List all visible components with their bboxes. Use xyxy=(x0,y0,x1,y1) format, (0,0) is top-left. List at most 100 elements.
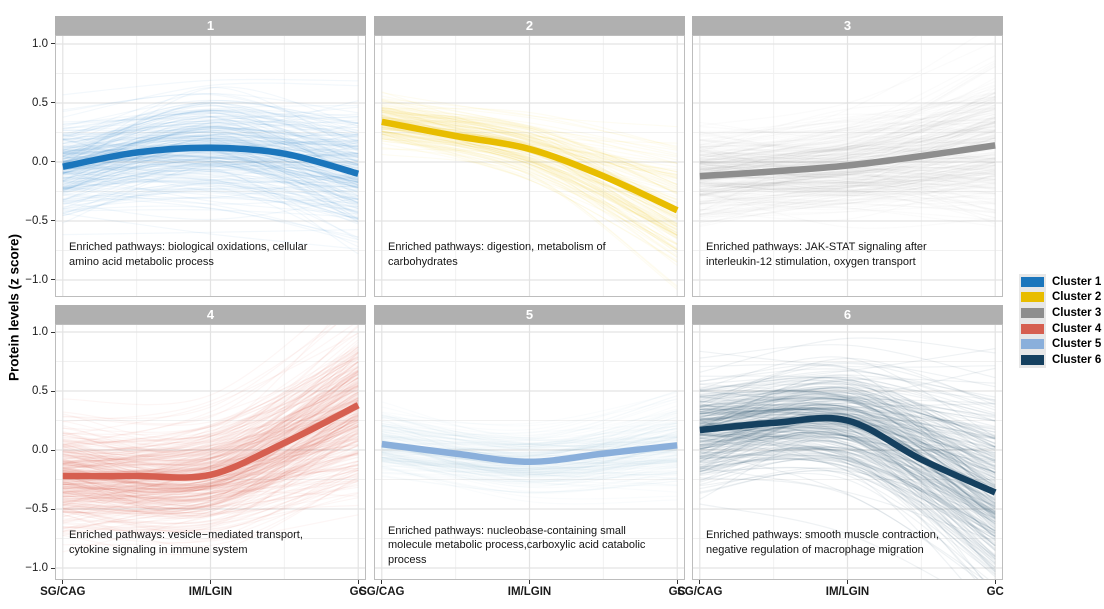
legend-label: Cluster 1 xyxy=(1052,275,1102,288)
x-tick-label: SG/CAG xyxy=(40,586,86,598)
y-tick-mark xyxy=(51,390,55,392)
x-tick-label: GC xyxy=(986,586,1004,598)
cluster-5-mean-line xyxy=(381,440,678,466)
y-tick-mark xyxy=(51,220,55,222)
y-tick-label: −1.0 xyxy=(25,273,48,286)
y-tick-mark xyxy=(51,331,55,333)
enriched-pathways-annotation: Enriched pathways: biological oxidations… xyxy=(69,241,308,268)
x-tick-label: IM/LGIN xyxy=(825,586,870,598)
legend: Cluster 1 Cluster 2 Cluster 3 Cluster 4 Clus… xyxy=(1019,274,1101,368)
x-tick-mark xyxy=(529,580,530,584)
legend-entry: Cluster 1 xyxy=(1019,274,1101,290)
x-tick-mark xyxy=(994,580,996,584)
cluster-6-mean-line xyxy=(699,414,997,496)
x-tick-label: IM/LGIN xyxy=(507,586,552,598)
x-tick-label: SG/CAG xyxy=(677,586,723,598)
cluster-2-spaghetti-plot xyxy=(375,36,684,296)
panel-strip: 6 xyxy=(692,305,1003,324)
x-tick-mark xyxy=(699,580,701,584)
legend-key xyxy=(1019,351,1046,368)
y-tick-mark xyxy=(51,449,55,451)
legend-entry: Cluster 4 xyxy=(1019,320,1102,337)
facet-panel-6: 6 Enriched pathways: smooth muscle contra… xyxy=(692,305,1003,580)
legend-label: Cluster 2 xyxy=(1052,291,1102,304)
legend-label: Cluster 5 xyxy=(1052,338,1102,351)
y-tick-mark xyxy=(51,567,55,569)
legend-key xyxy=(1019,336,1046,352)
y-tick-mark xyxy=(51,43,55,45)
panel-strip: 1 xyxy=(55,16,366,35)
legend-color-swatch xyxy=(1021,276,1044,287)
legend-key xyxy=(1019,289,1046,306)
cluster-3-mean-line xyxy=(699,142,996,180)
cluster-4-mean-line xyxy=(62,402,360,481)
y-tick-label: 0.5 xyxy=(32,96,48,109)
x-tick-mark xyxy=(676,580,678,584)
y-tick-mark xyxy=(51,279,55,281)
x-tick-mark xyxy=(381,580,383,584)
legend-color-swatch xyxy=(1021,354,1044,365)
legend-color-swatch xyxy=(1021,292,1044,303)
x-tick-mark xyxy=(847,580,848,584)
y-tick-label: −0.5 xyxy=(25,503,48,516)
panel-strip: 4 xyxy=(55,305,366,324)
y-tick-label: 0.5 xyxy=(32,385,48,398)
legend-label: Cluster 6 xyxy=(1052,353,1102,366)
panel-plot-area: Enriched pathways: biological oxidations… xyxy=(55,35,366,297)
y-tick-label: 0.0 xyxy=(32,155,48,168)
facet-panel-1: 1 Enriched pathways: biological oxidation… xyxy=(55,16,366,297)
cluster-1-spaghetti-plot xyxy=(56,36,365,296)
facet-panel-4: 4 Enriched pathways: vesicle−mediated tra… xyxy=(55,305,366,580)
x-tick-label: SG/CAG xyxy=(359,586,405,598)
y-tick-mark xyxy=(51,508,55,510)
cluster-2-mean-line xyxy=(381,118,679,214)
facet-panel-3: 3 Enriched pathways: JAK-STAT signaling a… xyxy=(692,16,1003,297)
x-tick-mark xyxy=(210,580,211,584)
legend-entry: Cluster 6 xyxy=(1019,351,1102,368)
x-tick-mark xyxy=(62,580,64,584)
y-tick-label: −1.0 xyxy=(25,562,48,575)
legend-label: Cluster 3 xyxy=(1052,306,1102,319)
enriched-pathways-annotation: Enriched pathways: digestion, metabolism… xyxy=(388,241,606,268)
y-tick-label: 1.0 xyxy=(32,37,48,50)
legend-key xyxy=(1019,274,1046,290)
y-tick-mark xyxy=(51,102,55,104)
panel-strip: 2 xyxy=(374,16,685,35)
enriched-pathways-annotation: Enriched pathways: vesicle−mediated tran… xyxy=(69,529,303,556)
legend-entry: Cluster 2 xyxy=(1019,289,1102,306)
legend-color-swatch xyxy=(1021,339,1044,350)
legend-entry: Cluster 3 xyxy=(1019,305,1101,321)
cluster-3-spaghetti-plot xyxy=(693,36,1002,296)
y-tick-label: 1.0 xyxy=(32,326,48,339)
cluster-4-spaghetti-plot xyxy=(56,325,365,579)
facet-panel-2: 2 Enriched pathways: digestion, metabolis… xyxy=(374,16,685,297)
panel-plot-area: Enriched pathways: vesicle−mediated tran… xyxy=(55,324,366,580)
facet-panel-5: 5 Enriched pathways: nucleobase-containin… xyxy=(374,305,685,580)
y-tick-mark xyxy=(51,161,55,163)
panel-plot-area: Enriched pathways: digestion, metabolism… xyxy=(374,35,685,297)
legend-entry: Cluster 5 xyxy=(1019,336,1101,352)
cluster-1-mean-line xyxy=(62,144,360,177)
panel-strip: 5 xyxy=(374,305,685,324)
x-tick-label: IM/LGIN xyxy=(188,586,233,598)
legend-key xyxy=(1019,305,1046,321)
panel-plot-area: Enriched pathways: smooth muscle contrac… xyxy=(692,324,1003,580)
legend-color-swatch xyxy=(1021,307,1044,318)
enriched-pathways-annotation: Enriched pathways: nucleobase-containing… xyxy=(388,525,646,566)
y-tick-label: −0.5 xyxy=(25,214,48,227)
panel-plot-area: Enriched pathways: nucleobase-containing… xyxy=(374,324,685,580)
cluster-5-spaghetti-plot xyxy=(375,325,684,579)
panel-strip: 3 xyxy=(692,16,1003,35)
panel-plot-area: Enriched pathways: JAK-STAT signaling af… xyxy=(692,35,1003,297)
y-tick-label: 0.0 xyxy=(32,444,48,457)
enriched-pathways-annotation: Enriched pathways: JAK-STAT signaling af… xyxy=(706,241,927,268)
cluster-6-spaghetti-plot xyxy=(693,325,1002,579)
enriched-pathways-annotation: Enriched pathways: smooth muscle contrac… xyxy=(706,529,939,556)
x-tick-label: GC xyxy=(349,586,367,598)
legend-key xyxy=(1019,320,1046,337)
legend-label: Cluster 4 xyxy=(1052,322,1102,335)
x-tick-mark xyxy=(357,580,359,584)
legend-color-swatch xyxy=(1021,323,1044,334)
x-tick-label: GC xyxy=(668,586,686,598)
